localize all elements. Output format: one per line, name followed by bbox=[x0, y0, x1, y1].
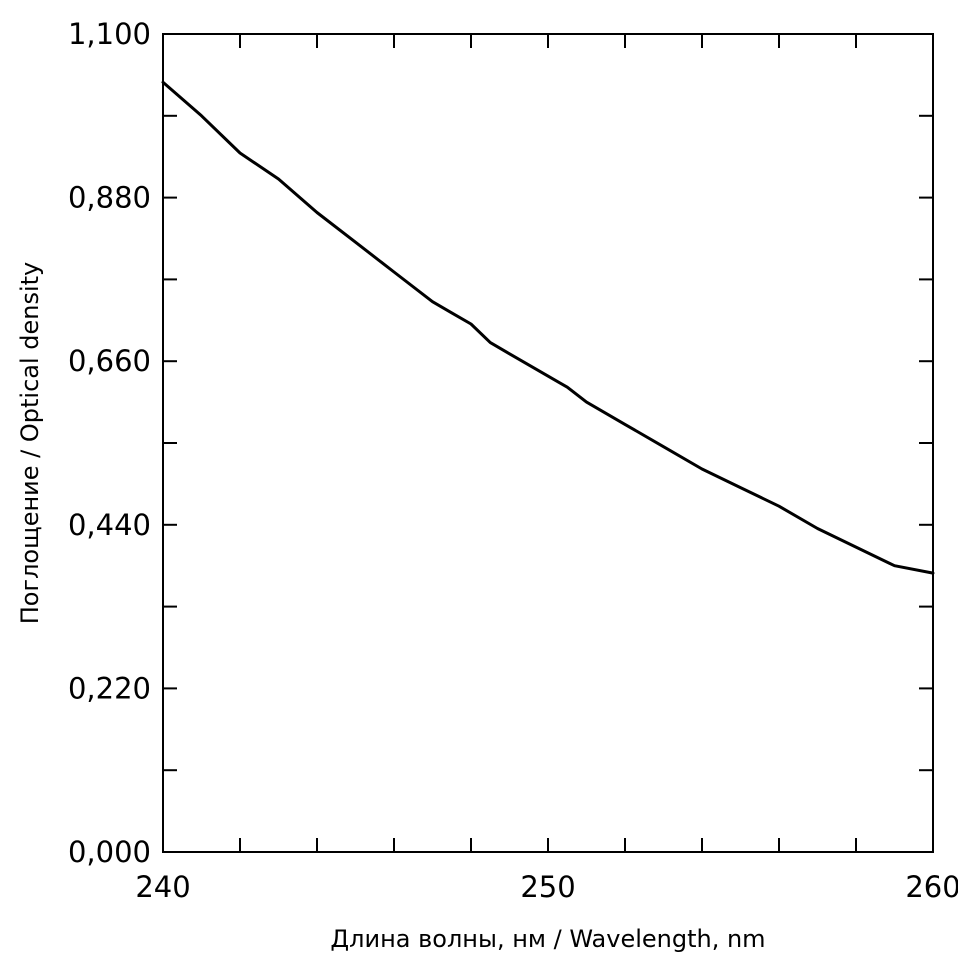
y-tick-label: 0,880 bbox=[68, 181, 151, 215]
y-tick-label: 0,660 bbox=[68, 344, 151, 378]
y-axis-title: Поглощение / Optical density bbox=[16, 262, 44, 625]
y-tick-label: 0,220 bbox=[68, 671, 151, 705]
x-tick-labels: 240 250 260 bbox=[135, 870, 958, 904]
y-tick-label: 0,000 bbox=[68, 835, 151, 869]
series-line bbox=[161, 80, 935, 575]
plot-frame bbox=[162, 33, 934, 853]
major-ticks bbox=[162, 33, 934, 853]
minor-ticks bbox=[163, 34, 933, 852]
y-tick-label: 0,440 bbox=[68, 508, 151, 542]
x-tick-label: 240 bbox=[135, 870, 190, 904]
x-axis-title: Длина волны, нм / Wavelength, nm bbox=[330, 925, 765, 953]
x-tick-label: 260 bbox=[905, 870, 958, 904]
x-tick-label: 250 bbox=[520, 870, 575, 904]
y-tick-labels: 0,000 0,220 0,440 0,660 0,880 1,100 bbox=[68, 17, 151, 869]
y-tick-label: 1,100 bbox=[68, 17, 151, 51]
